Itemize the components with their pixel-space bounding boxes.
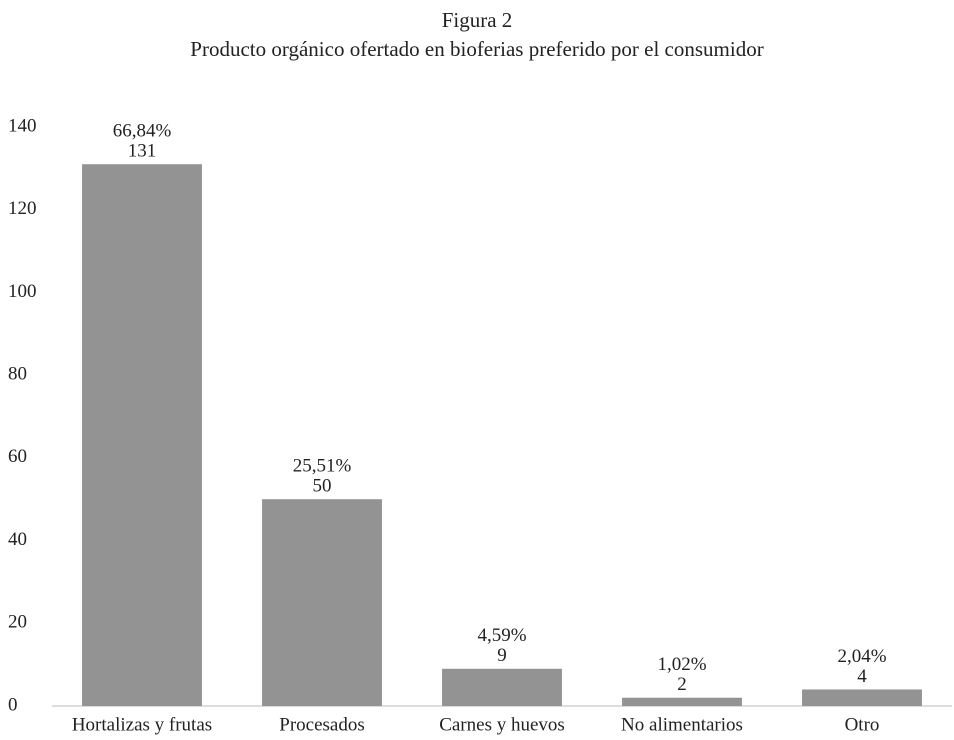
data-label: 9 <box>497 645 507 666</box>
x-tick-label: Otro <box>845 714 880 735</box>
y-tick-label: 20 <box>8 612 27 633</box>
share-label: 66,84% <box>113 121 172 142</box>
share-label: 1,02% <box>657 654 706 675</box>
bar <box>802 689 922 706</box>
data-label: 131 <box>128 141 157 162</box>
bar <box>622 697 742 706</box>
share-label: 25,51% <box>293 456 352 477</box>
share-label: 2,04% <box>837 646 886 667</box>
data-label: 4 <box>857 666 867 687</box>
y-tick-label: 140 <box>8 115 37 136</box>
y-tick-label: 40 <box>8 529 27 550</box>
x-tick-label: Procesados <box>279 714 364 735</box>
x-tick-label: Carnes y huevos <box>439 714 565 735</box>
y-tick-label: 60 <box>8 446 27 467</box>
share-label: 4,59% <box>477 625 526 646</box>
x-tick-label: Hortalizas y frutas <box>72 714 212 735</box>
y-tick-label: 80 <box>8 364 27 385</box>
y-tick-label: 120 <box>8 198 37 219</box>
bar <box>262 499 382 706</box>
bar <box>82 164 202 706</box>
chart-subtitle: Producto orgánico ofertado en bioferias … <box>190 37 763 61</box>
data-label: 2 <box>677 674 687 695</box>
y-tick-label: 100 <box>8 281 37 302</box>
y-tick-label: 0 <box>8 694 18 715</box>
bar <box>442 668 562 706</box>
data-label: 50 <box>313 476 332 497</box>
x-tick-label: No alimentarios <box>621 714 743 735</box>
chart-title: Figura 2 <box>442 8 513 32</box>
